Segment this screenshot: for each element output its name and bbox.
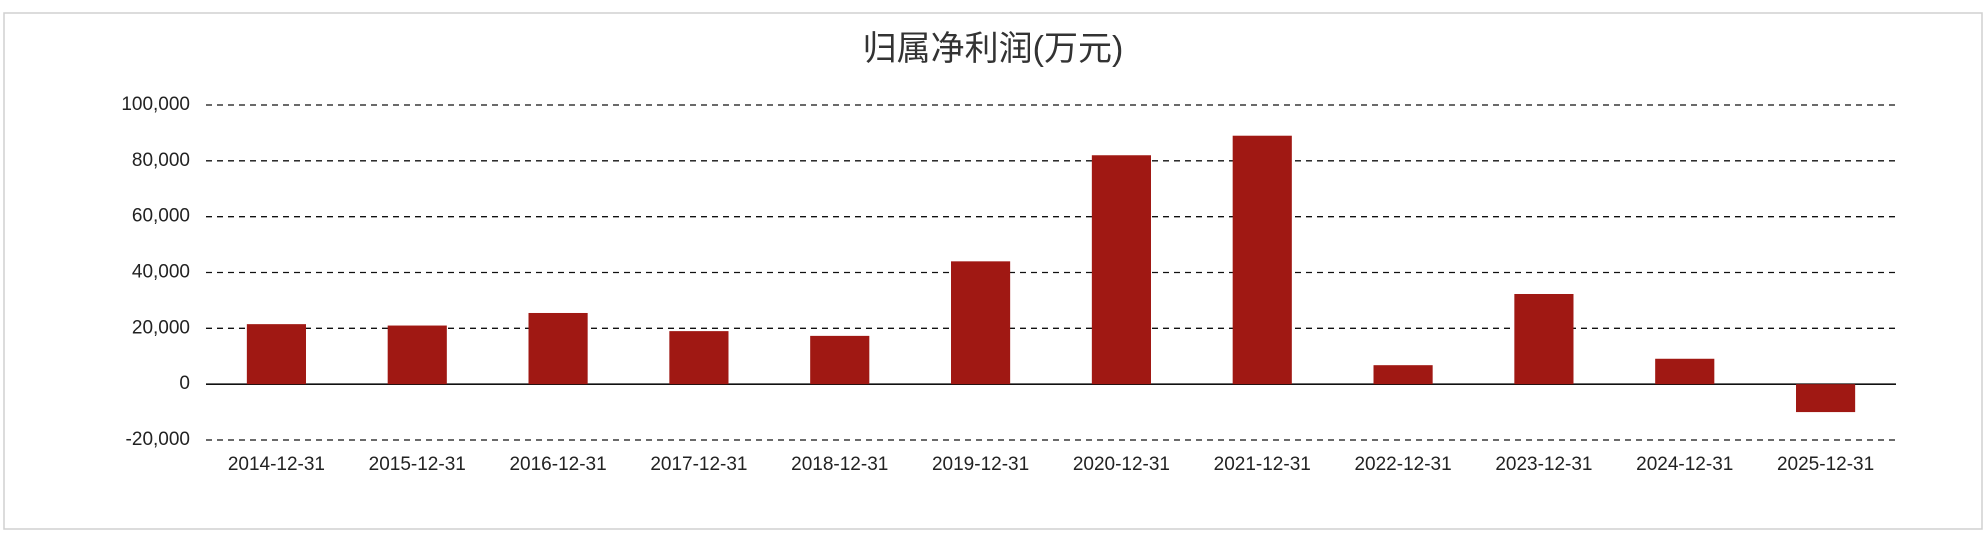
x-tick-label: 2023-12-31: [1495, 454, 1592, 475]
x-tick-label: 2019-12-31: [932, 454, 1029, 475]
bar: [669, 331, 729, 385]
y-tick-label: 80,000: [132, 150, 190, 171]
x-tick-label: 2016-12-31: [509, 454, 606, 475]
x-tick-label: 2025-12-31: [1777, 454, 1874, 475]
bar: [528, 312, 588, 385]
x-tick-label: 2018-12-31: [791, 454, 888, 475]
bar: [1514, 293, 1574, 385]
x-tick-label: 2014-12-31: [228, 454, 325, 475]
x-tick-label: 2021-12-31: [1214, 454, 1311, 475]
bar: [246, 324, 306, 385]
bar: [387, 325, 447, 385]
chart-title: 归属净利润(万元): [863, 30, 1124, 68]
bar: [1091, 155, 1151, 385]
y-tick-label: 0: [179, 373, 190, 394]
bar: [951, 261, 1011, 385]
x-tick-label: 2024-12-31: [1636, 454, 1733, 475]
bar: [1232, 135, 1292, 385]
y-tick-label: 100,000: [121, 94, 190, 115]
x-tick-label: 2022-12-31: [1354, 454, 1451, 475]
y-tick-label: 40,000: [132, 262, 190, 283]
y-tick-label: 20,000: [132, 317, 190, 338]
bar: [1373, 365, 1433, 385]
bar: [810, 335, 870, 385]
x-tick-label: 2015-12-31: [369, 454, 466, 475]
x-tick-label: 2017-12-31: [650, 454, 747, 475]
y-tick-label: -20,000: [126, 429, 190, 450]
bar: [1655, 358, 1715, 385]
y-tick-label: 60,000: [132, 206, 190, 227]
x-tick-label: 2020-12-31: [1073, 454, 1170, 475]
bar: [1796, 384, 1856, 413]
